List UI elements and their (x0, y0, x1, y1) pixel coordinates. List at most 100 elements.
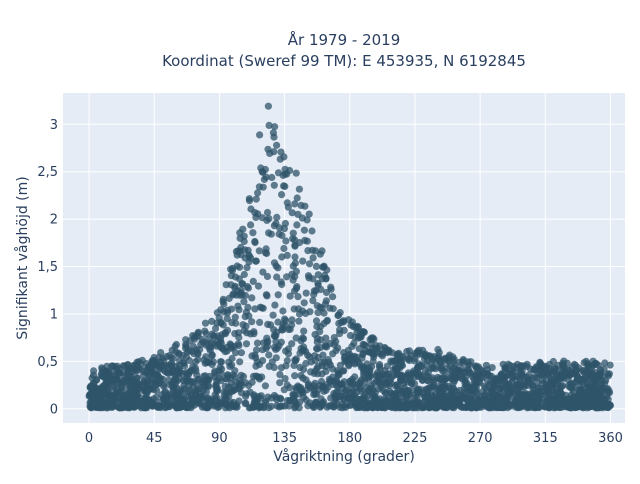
scatter-point (214, 397, 222, 405)
y-axis-title: Signifikant våghöjd (m) (14, 176, 31, 339)
scatter-point (471, 381, 479, 389)
scatter-point (168, 359, 176, 367)
scatter-point (283, 199, 291, 207)
x-tick-label: 135 (272, 431, 297, 446)
scatter-point (343, 401, 351, 409)
scatter-point (322, 381, 331, 389)
scatter-point (215, 375, 223, 383)
scatter-point (104, 390, 112, 398)
scatter-point (212, 382, 220, 390)
scatter-point (140, 367, 148, 376)
scatter-point (513, 380, 521, 388)
scatter-point (450, 368, 458, 377)
scatter-point (221, 375, 230, 383)
scatter-point (261, 382, 269, 390)
scatter-point (235, 385, 243, 393)
scatter-point (427, 403, 435, 411)
scatter-point (121, 376, 130, 384)
scatter-point (195, 395, 203, 403)
scatter-point (290, 361, 298, 369)
scatter-point (229, 403, 237, 411)
scatter-point (174, 397, 182, 405)
scatter-point (112, 389, 120, 397)
scatter-point (332, 376, 340, 384)
scatter-point (251, 209, 259, 217)
scatter-point (560, 357, 568, 365)
scatter-point (307, 368, 315, 376)
scatter-point (183, 370, 191, 378)
scatter-point (532, 363, 541, 371)
y-tick-label: 1,5 (37, 260, 58, 275)
scatter-point (308, 227, 316, 235)
scatter-point (521, 381, 529, 389)
scatter-point (597, 390, 605, 398)
scatter-point (394, 364, 402, 372)
scatter-point (376, 342, 384, 350)
scatter-point (280, 182, 288, 190)
scatter-point (240, 326, 248, 335)
scatter-point (581, 392, 590, 400)
scatter-point (327, 285, 335, 293)
scatter-point (318, 247, 326, 255)
scatter-point (278, 191, 286, 199)
scatter-point (566, 370, 574, 378)
scatter-point (208, 352, 216, 360)
scatter-point (498, 370, 506, 378)
scatter-point (429, 356, 437, 364)
scatter-point (506, 362, 514, 370)
scatter-point (247, 221, 255, 229)
scatter-point (291, 399, 299, 407)
scatter-point (128, 388, 136, 397)
scatter-point (236, 263, 244, 271)
scatter-point (201, 377, 209, 385)
scatter-point (195, 376, 203, 384)
scatter-point (219, 345, 227, 353)
x-tick-label: 0 (85, 431, 93, 446)
scatter-point (263, 342, 272, 350)
scatter-point (245, 195, 253, 203)
scatter-point (148, 364, 156, 373)
scatter-point (252, 195, 260, 203)
scatter-point (150, 386, 158, 394)
scatter-point (149, 402, 157, 410)
scatter-point (290, 305, 298, 313)
scatter-point (411, 369, 419, 377)
scatter-point (222, 395, 230, 403)
scatter-point (234, 302, 242, 310)
scatter-point (482, 361, 490, 369)
scatter-point (172, 348, 180, 356)
scatter-point (127, 365, 135, 373)
scatter-point (222, 281, 230, 289)
scatter-point (518, 396, 526, 404)
scatter-point (159, 366, 167, 374)
scatter-point (271, 301, 279, 309)
scatter-point (241, 379, 250, 387)
scatter-point (256, 131, 264, 139)
scatter-point (300, 327, 308, 335)
scatter-point (585, 375, 593, 383)
scatter-point (316, 382, 324, 390)
scatter-point (229, 371, 237, 379)
scatter-point (241, 399, 249, 407)
scatter-point (263, 272, 272, 281)
scatter-point (87, 398, 95, 406)
scatter-point (434, 373, 442, 381)
scatter-point (267, 402, 275, 410)
scatter-point (305, 260, 314, 268)
scatter-point (541, 383, 549, 391)
scatter-point (300, 393, 308, 401)
scatter-point (212, 342, 221, 350)
scatter-point (262, 173, 270, 181)
scatter-point (383, 379, 391, 387)
scatter-point (182, 375, 190, 384)
scatter-point (435, 349, 443, 357)
scatter-point (293, 221, 301, 229)
scatter-point (403, 401, 411, 409)
scatter-point (294, 382, 302, 390)
scatter-point (276, 379, 284, 387)
scatter-point (283, 251, 291, 259)
scatter-point (236, 229, 244, 237)
scatter-point (457, 368, 465, 376)
scatter-point (90, 385, 98, 393)
